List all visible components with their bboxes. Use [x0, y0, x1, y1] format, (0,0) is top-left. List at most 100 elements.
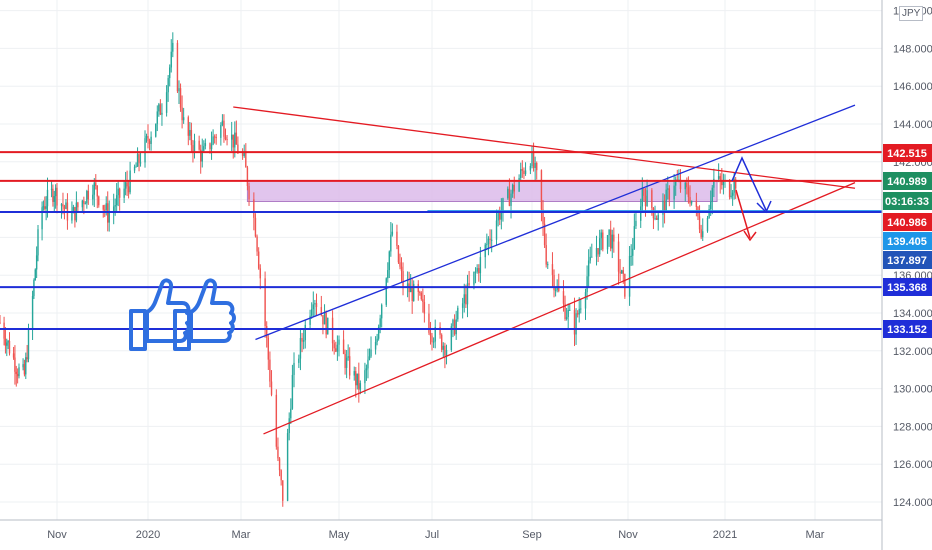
candle-body	[187, 117, 189, 136]
candle-body	[730, 195, 732, 198]
candle-body	[342, 339, 345, 354]
candle-body	[192, 145, 194, 152]
candle-body	[632, 248, 634, 256]
candle-body	[356, 373, 358, 386]
candle-body	[455, 319, 457, 335]
candle-body	[400, 266, 403, 272]
time-tick-label: Mar	[232, 529, 251, 541]
candle-body	[124, 182, 127, 189]
candle-body	[248, 185, 250, 200]
candle-body	[370, 349, 372, 357]
candle-body	[397, 245, 400, 263]
price-axis[interactable]: 124.000 126.000 128.000 130.000 132.000 134.0…	[881, 0, 932, 550]
time-tick-label: 2020	[136, 529, 160, 541]
candle-body	[178, 88, 180, 92]
candle-body	[310, 309, 313, 316]
price-label-box	[883, 172, 932, 190]
candle-body	[201, 150, 203, 162]
candle-body	[138, 154, 140, 163]
candle-body	[290, 408, 292, 419]
candle-body	[245, 152, 247, 168]
candle-body	[733, 179, 735, 193]
candle-body	[565, 317, 568, 320]
candle-body	[344, 353, 346, 368]
candle-body	[176, 42, 179, 92]
price-label-text: 140.986	[887, 217, 927, 229]
candle-body	[602, 232, 604, 250]
candle-body	[327, 317, 329, 335]
candle-body	[54, 187, 57, 197]
candle-body	[380, 304, 383, 319]
candle-body	[118, 188, 121, 198]
candle-body	[613, 234, 615, 242]
candle-body	[545, 245, 547, 265]
candle-body	[87, 190, 90, 200]
candle-body	[409, 286, 412, 293]
candle-body	[536, 162, 538, 171]
candle-body	[364, 370, 366, 384]
candle-body	[644, 195, 647, 206]
candle-body	[387, 270, 389, 279]
candle-body	[264, 278, 266, 326]
candle-body	[96, 186, 98, 197]
candle-body	[117, 188, 119, 196]
candle-body	[679, 179, 682, 190]
candle-body	[44, 206, 46, 209]
candle-body	[37, 229, 39, 256]
candle-body	[241, 153, 244, 156]
candle-body	[432, 341, 435, 343]
candle-body	[643, 189, 645, 196]
candle-body	[223, 120, 225, 137]
candle-body	[628, 256, 631, 297]
candle-body	[529, 165, 532, 171]
candle-body	[347, 356, 349, 358]
candle-body	[434, 326, 436, 342]
time-tick-label: 2021	[713, 529, 737, 541]
candle-body	[609, 229, 612, 249]
candle-body	[578, 308, 580, 315]
candle-body	[133, 166, 136, 171]
candle-body	[662, 200, 664, 215]
candle-body	[291, 374, 294, 409]
candle-body	[543, 223, 546, 246]
candle-body	[564, 303, 566, 320]
candle-body	[478, 268, 480, 274]
candle-body	[518, 178, 520, 192]
candle-body	[46, 189, 49, 207]
candle-body	[711, 187, 713, 202]
candle-body	[257, 251, 260, 269]
price-labels: 142.515 140.989 03:16:33 140.986 139.405 137.…	[883, 144, 932, 338]
candle-body	[18, 367, 20, 377]
time-axis[interactable]: Nov 2020 Mar May Jul Sep Nov 2021 Mar	[0, 519, 882, 541]
candle-body	[606, 235, 609, 250]
candle-body	[127, 186, 130, 193]
candle-body	[348, 356, 351, 376]
candle-body	[34, 269, 36, 281]
candle-body	[144, 138, 146, 163]
candle-body	[673, 185, 675, 200]
candle-body	[700, 229, 702, 238]
candle-body	[379, 318, 381, 327]
candle-body	[497, 213, 499, 221]
candle-body	[406, 283, 409, 288]
candle-body	[189, 130, 191, 136]
candle-body	[179, 88, 182, 108]
candle-body	[624, 273, 626, 297]
candle-body	[486, 244, 488, 246]
price-label-box	[883, 251, 932, 269]
price-label-text: 139.405	[887, 236, 927, 248]
candle-body	[108, 212, 110, 223]
candle-body	[270, 381, 273, 395]
candle-body	[591, 256, 593, 258]
currency-badge[interactable]: JPY	[899, 6, 924, 21]
price-tick-label: 148.000	[893, 43, 932, 55]
candle-body	[42, 206, 45, 208]
candle-body	[598, 238, 601, 255]
candle-body	[123, 188, 125, 198]
candle-body	[391, 231, 394, 235]
candle-body	[71, 212, 73, 221]
candle-body	[547, 264, 549, 266]
candle-body	[170, 51, 172, 68]
candle-body	[301, 337, 303, 342]
